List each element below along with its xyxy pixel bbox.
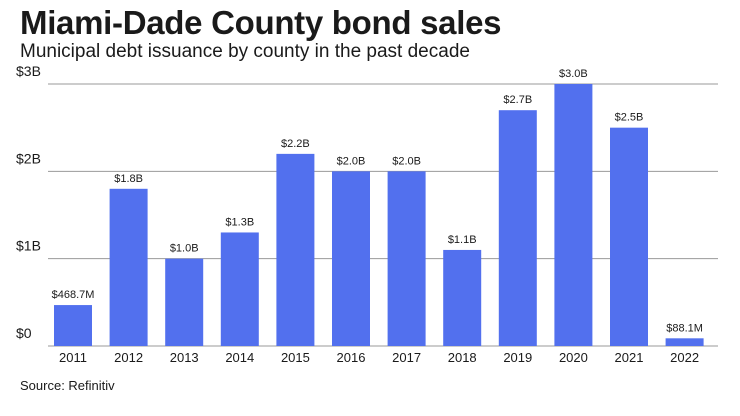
data-label-2019: $2.7B xyxy=(503,94,532,106)
source-note: Source: Refinitiv xyxy=(20,378,115,393)
bars xyxy=(54,84,704,347)
x-tick-label: 2011 xyxy=(59,350,87,365)
data-label-2013: $1.0B xyxy=(170,243,199,255)
y-tick-label: $2B xyxy=(16,150,41,166)
data-label-2012: $1.8B xyxy=(114,173,143,185)
x-tick-label: 2015 xyxy=(281,350,310,365)
gridlines xyxy=(48,83,718,347)
bar-2017 xyxy=(387,171,426,346)
y-tick-label: $0 xyxy=(16,325,32,341)
x-tick-label: 2017 xyxy=(392,350,421,365)
x-tick-label: 2014 xyxy=(225,350,254,365)
data-label-2014: $1.3B xyxy=(225,216,254,228)
y-tick-label: $1B xyxy=(16,238,41,254)
bar-2012 xyxy=(109,188,148,346)
data-label-2021: $2.5B xyxy=(615,112,644,124)
data-label-2018: $1.1B xyxy=(448,234,477,246)
bar-2018 xyxy=(443,249,482,346)
axes: $0 $1B $2B $3B 2011 2012 2013 2014 2015 2016 2017 2… xyxy=(16,63,699,365)
bar-2021 xyxy=(610,127,648,347)
x-tick-label: 2022 xyxy=(670,350,699,365)
data-label-2017: $2.0B xyxy=(392,155,421,167)
x-tick-label: 2019 xyxy=(503,350,532,365)
data-label-2015: $2.2B xyxy=(281,138,310,150)
chart-subtitle: Municipal debt issuance by county in the… xyxy=(20,41,470,62)
bar-2019 xyxy=(498,110,537,346)
x-tick-label: 2012 xyxy=(114,350,143,365)
x-tick-label: 2018 xyxy=(448,350,477,365)
data-label-2022: $88.1M xyxy=(666,322,703,334)
bar-2011 xyxy=(54,305,92,346)
bar-2014 xyxy=(220,232,259,346)
x-tick-label: 2020 xyxy=(559,350,588,365)
y-tick-label: $3B xyxy=(16,63,41,79)
bar-2015 xyxy=(276,153,315,346)
x-tick-label: 2013 xyxy=(170,350,199,365)
chart-title: Miami-Dade County bond sales xyxy=(20,4,502,41)
bar-2013 xyxy=(165,258,204,346)
data-label-2011: $468.7M xyxy=(52,289,95,301)
x-tick-label: 2021 xyxy=(615,350,644,365)
x-tick-label: 2016 xyxy=(337,350,366,365)
bar-2022 xyxy=(665,338,704,346)
data-labels: $468.7M $1.8B $1.0B $1.3B $2.2B $2.0B $2.0B $1.… xyxy=(52,68,703,334)
data-label-2016: $2.0B xyxy=(337,155,366,167)
data-label-2020: $3.0B xyxy=(559,68,588,80)
bar-2020 xyxy=(554,84,593,346)
bar-2016 xyxy=(332,171,370,346)
